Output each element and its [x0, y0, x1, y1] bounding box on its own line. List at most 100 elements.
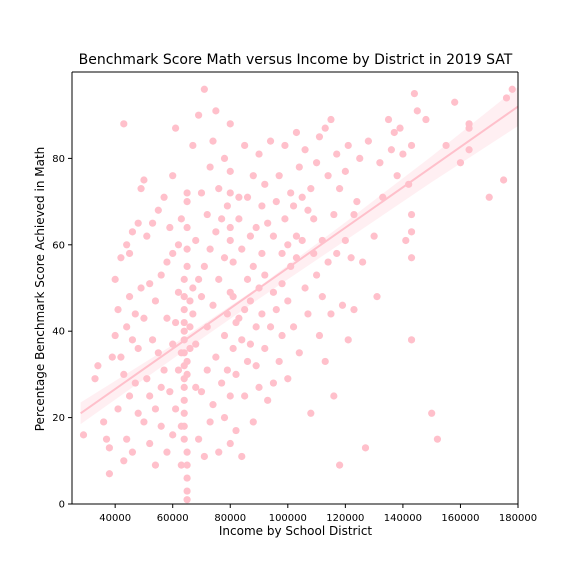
data-point	[163, 448, 171, 456]
data-point	[407, 254, 416, 262]
data-point	[410, 90, 419, 98]
data-point	[264, 396, 272, 404]
data-point	[252, 362, 260, 370]
y-tick-label: 20	[52, 413, 65, 424]
data-point	[258, 249, 266, 258]
data-point	[252, 323, 260, 331]
data-point	[310, 215, 318, 223]
data-point	[241, 306, 249, 314]
data-point	[134, 344, 142, 353]
data-point	[143, 375, 151, 383]
data-point	[157, 422, 165, 430]
data-point	[407, 228, 416, 236]
data-point	[465, 124, 473, 132]
data-point	[428, 409, 436, 417]
x-tick-label: 180000	[499, 513, 537, 524]
data-point	[183, 474, 191, 482]
data-point	[212, 107, 220, 115]
data-point	[338, 301, 347, 309]
data-point	[140, 176, 148, 184]
data-point	[189, 141, 197, 150]
data-point	[183, 461, 191, 469]
x-tick-label: 60000	[157, 513, 189, 524]
data-point	[258, 310, 266, 318]
data-point	[500, 176, 508, 184]
data-point	[226, 223, 234, 232]
data-point	[341, 167, 349, 175]
data-point	[292, 128, 301, 137]
data-point	[114, 306, 122, 314]
y-tick-label: 40	[52, 327, 65, 338]
data-point	[344, 141, 352, 150]
data-point	[111, 275, 119, 283]
data-point	[134, 219, 142, 227]
data-point	[220, 331, 229, 340]
regression-line	[80, 105, 518, 415]
data-point	[177, 461, 185, 469]
data-point	[183, 370, 191, 378]
data-point	[407, 210, 416, 219]
data-point	[238, 245, 246, 253]
data-point	[105, 470, 114, 478]
data-point	[151, 461, 160, 469]
data-point	[226, 167, 234, 175]
data-point	[502, 94, 511, 102]
data-point	[284, 241, 292, 249]
data-point	[226, 236, 234, 245]
data-point	[226, 189, 234, 197]
data-point	[298, 236, 306, 245]
data-point	[281, 215, 289, 223]
data-point	[220, 414, 229, 422]
data-point	[183, 189, 191, 197]
data-point	[238, 336, 246, 344]
data-point	[402, 236, 410, 245]
data-point	[229, 258, 237, 266]
data-point	[180, 318, 188, 327]
data-point	[223, 202, 231, 210]
data-point	[336, 185, 344, 193]
data-point	[232, 370, 240, 378]
data-point	[508, 85, 516, 93]
data-point	[359, 258, 367, 266]
data-point	[261, 180, 269, 188]
data-point	[192, 236, 200, 245]
data-point	[264, 219, 272, 227]
data-point	[177, 215, 185, 223]
data-point	[315, 331, 324, 340]
data-point	[387, 146, 395, 154]
data-point	[154, 206, 162, 214]
data-point	[91, 375, 99, 383]
data-point	[215, 185, 223, 193]
y-tick-label: 80	[52, 154, 65, 165]
data-point	[192, 383, 200, 391]
data-point	[333, 249, 341, 258]
data-point	[321, 124, 329, 132]
data-point	[243, 357, 252, 366]
data-point	[197, 189, 206, 197]
y-tick-label: 0	[59, 500, 65, 511]
data-point	[229, 293, 237, 301]
data-point	[183, 245, 191, 253]
data-point	[154, 349, 162, 357]
data-point	[258, 202, 266, 210]
data-point	[269, 288, 278, 296]
data-point	[203, 210, 211, 219]
data-point	[243, 193, 252, 201]
data-point	[174, 366, 183, 374]
data-point	[163, 314, 171, 322]
data-point	[246, 232, 254, 240]
data-point	[373, 293, 381, 301]
data-point	[137, 185, 145, 193]
data-point	[203, 366, 211, 374]
data-point	[146, 439, 154, 448]
data-point	[330, 210, 338, 219]
data-point	[226, 439, 234, 448]
data-point	[370, 232, 378, 240]
data-point	[330, 392, 338, 400]
data-point	[186, 344, 194, 353]
data-point	[143, 232, 151, 240]
data-point	[209, 137, 217, 145]
x-tick-label: 40000	[99, 513, 131, 524]
y-axis-label: Percentage Benchmark Score Achieved in M…	[33, 147, 47, 432]
